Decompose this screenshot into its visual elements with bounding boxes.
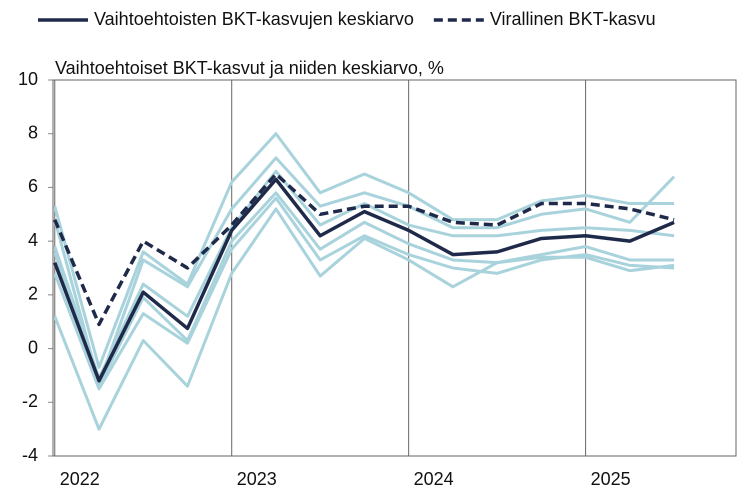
series-line	[53, 172, 675, 327]
y-tick-label: 8	[28, 122, 38, 142]
alt-series-line	[53, 132, 675, 369]
x-tick-label: 2025	[591, 469, 631, 489]
y-tick-label: -2	[22, 391, 38, 411]
x-tick-label: 2022	[60, 469, 100, 489]
x-tick-label: 2024	[414, 469, 454, 489]
y-tick-label: 10	[18, 69, 38, 89]
x-tick-label: 2023	[237, 469, 277, 489]
y-tick-label: 6	[28, 176, 38, 196]
y-tick-label: -4	[22, 445, 38, 465]
plot-frame	[52, 79, 737, 457]
alt-series-line	[53, 156, 676, 385]
y-tick-label: 4	[28, 230, 38, 250]
y-tick-label: 0	[28, 337, 38, 357]
y-tick-label: 2	[28, 284, 38, 304]
alt-series-line	[53, 207, 675, 431]
alt-series-line	[53, 169, 675, 380]
legend-label: Virallinen BKT-kasvu	[490, 9, 656, 29]
alt-series-line	[53, 191, 675, 388]
series-line	[53, 177, 675, 383]
legend-label: Vaihtoehtoisten BKT-kasvujen keskiarvo	[94, 9, 414, 29]
chart-subtitle: Vaihtoehtoiset BKT-kasvut ja niiden kesk…	[55, 58, 444, 78]
